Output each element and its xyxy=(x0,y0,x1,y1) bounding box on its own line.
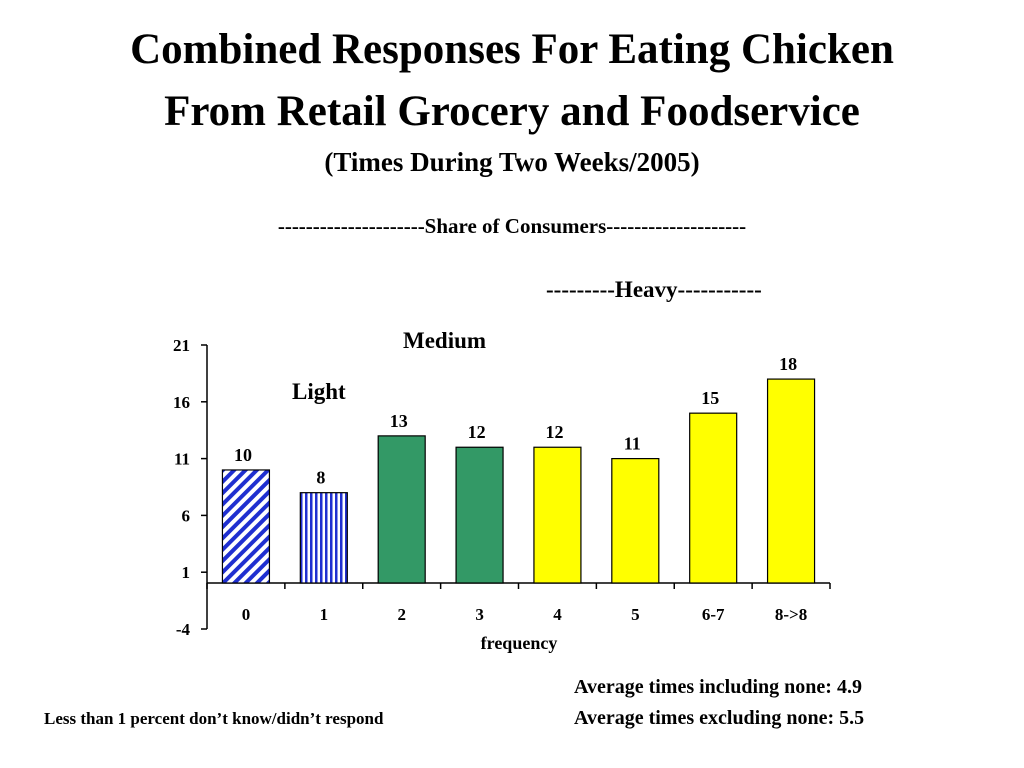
chart-subtitle: (Times During Two Weeks/2005) xyxy=(324,147,700,177)
bar-6-7 xyxy=(689,412,738,584)
chart-bars xyxy=(221,378,816,584)
x-axis-title: frequency xyxy=(481,633,558,653)
x-tick-label: 5 xyxy=(631,605,640,624)
x-tick-label: 4 xyxy=(553,605,562,624)
chart-labels: 10 0 8 1 13 2 12 3 12 4 11 5 15 6-7 18 8->8 frequency Lig… xyxy=(234,328,807,653)
data-label: 10 xyxy=(234,445,252,465)
data-label: 12 xyxy=(545,422,563,442)
data-label: 8 xyxy=(316,468,325,488)
share-of-consumers-header: ---------------------Share of Consumers-… xyxy=(277,214,747,238)
x-tick-label: 0 xyxy=(242,605,251,624)
average-excluding-none: Average times excluding none: 5.5 xyxy=(574,707,865,729)
bar-1 xyxy=(299,492,348,584)
x-tick-label: 8->8 xyxy=(775,605,807,624)
bar-3 xyxy=(455,446,504,584)
x-tick-label: 3 xyxy=(475,605,484,624)
average-including-none: Average times including none: 4.9 xyxy=(574,676,862,698)
bar-4 xyxy=(533,446,582,584)
medium-group-label: Medium xyxy=(403,328,486,353)
data-label: 13 xyxy=(390,411,408,431)
chart-title-line-1: Combined Responses For Eating Chicken xyxy=(130,26,894,73)
bar-2 xyxy=(377,435,426,584)
data-label: 15 xyxy=(701,388,719,408)
x-tick-label: 6-7 xyxy=(702,605,725,624)
data-label: 11 xyxy=(624,434,641,454)
y-tick-label: 11 xyxy=(174,450,190,469)
data-label: 18 xyxy=(779,354,797,374)
y-tick-label: 21 xyxy=(173,336,190,355)
bar-0 xyxy=(221,469,271,584)
data-label: 12 xyxy=(468,422,486,442)
y-tick-label: 6 xyxy=(182,506,191,525)
y-tick-label: -4 xyxy=(176,620,191,639)
y-tick-label: 1 xyxy=(182,563,191,582)
footnote: Less than 1 percent don’t know/didn’t re… xyxy=(44,709,384,728)
light-group-label: Light xyxy=(292,379,346,404)
heavy-group-header: ---------Heavy----------- xyxy=(546,277,762,302)
bar-5 xyxy=(611,458,660,584)
bar-8->8 xyxy=(766,378,816,584)
y-tick-label: 16 xyxy=(173,393,190,412)
chart-title-line-2: From Retail Grocery and Foodservice xyxy=(164,88,860,135)
x-tick-label: 2 xyxy=(397,605,406,624)
x-tick-label: 1 xyxy=(320,605,329,624)
